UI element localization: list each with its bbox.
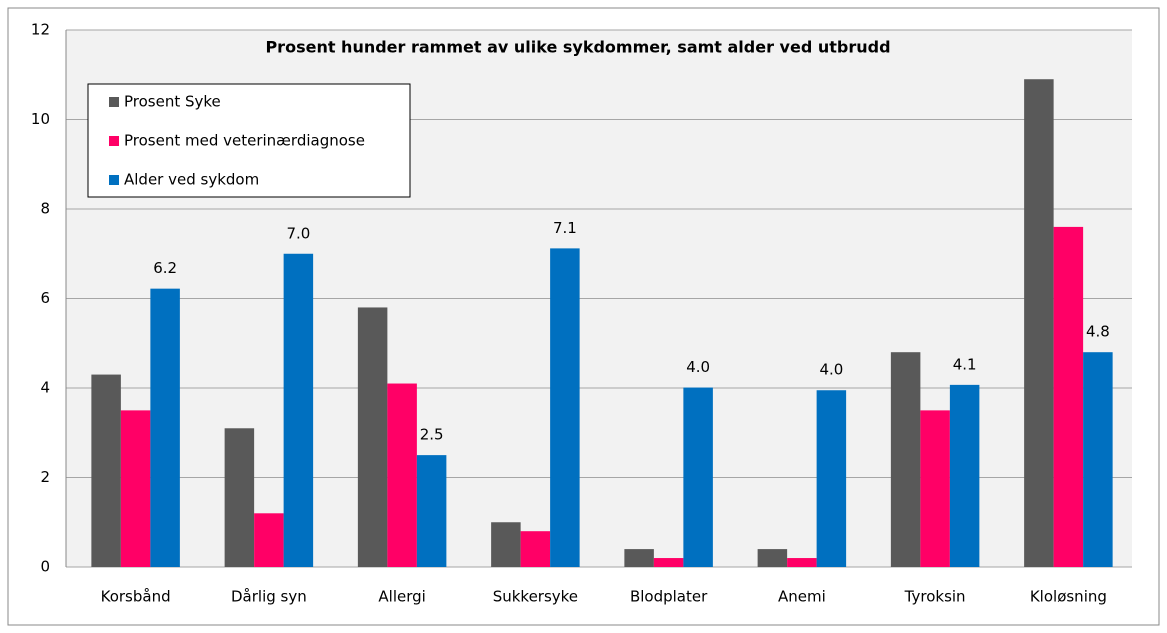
bar bbox=[491, 522, 521, 567]
bar bbox=[416, 455, 447, 567]
x-tick-label: Dårlig syn bbox=[231, 588, 307, 606]
bar bbox=[949, 384, 980, 567]
bar bbox=[624, 549, 654, 567]
x-tick-label: Blodplater bbox=[630, 588, 708, 606]
bar bbox=[254, 513, 284, 567]
legend-swatch bbox=[109, 97, 119, 107]
bar bbox=[757, 549, 788, 567]
data-label: 4.1 bbox=[953, 355, 977, 373]
legend-label: Prosent med veterinærdiagnose bbox=[124, 132, 365, 150]
legend-swatch bbox=[109, 175, 119, 185]
bar bbox=[550, 248, 580, 567]
bar bbox=[150, 288, 180, 567]
legend-swatch bbox=[109, 136, 119, 146]
bar bbox=[1083, 352, 1113, 567]
legend-box bbox=[87, 83, 411, 198]
x-tick-label: Tyroksin bbox=[904, 588, 966, 606]
y-tick-label: 6 bbox=[40, 289, 50, 307]
bar bbox=[816, 390, 847, 567]
data-label: 4.0 bbox=[686, 358, 710, 376]
bar bbox=[120, 410, 151, 567]
bar bbox=[890, 352, 921, 567]
bar bbox=[1053, 226, 1084, 567]
data-label: 7.0 bbox=[286, 224, 310, 242]
data-label: 2.5 bbox=[420, 426, 444, 444]
bar bbox=[787, 558, 817, 567]
y-tick-label: 10 bbox=[31, 110, 50, 128]
bar bbox=[224, 428, 255, 567]
y-tick-label: 8 bbox=[40, 200, 50, 218]
data-label: 4.8 bbox=[1086, 323, 1110, 341]
bar bbox=[920, 410, 950, 567]
x-tick-label: Anemi bbox=[778, 588, 826, 606]
bar bbox=[387, 383, 417, 567]
y-tick-label: 4 bbox=[40, 379, 50, 397]
bar bbox=[1024, 79, 1054, 567]
bar bbox=[520, 531, 551, 567]
chart-title: Prosent hunder rammet av ulike sykdommer… bbox=[265, 38, 890, 57]
x-tick-label: Kloløsning bbox=[1030, 588, 1107, 606]
y-tick-label: 2 bbox=[40, 468, 50, 486]
bar bbox=[653, 558, 684, 567]
x-tick-label: Korsbånd bbox=[101, 588, 171, 606]
x-tick-label: Sukkersyke bbox=[493, 588, 578, 606]
bar bbox=[357, 307, 388, 567]
y-tick-label: 0 bbox=[40, 558, 50, 576]
y-tick-label: 12 bbox=[31, 21, 50, 39]
legend-label: Prosent Syke bbox=[124, 93, 221, 111]
legend-label: Alder ved sykdom bbox=[124, 171, 259, 189]
bar bbox=[683, 387, 713, 567]
bar bbox=[91, 374, 121, 567]
data-label: 4.0 bbox=[819, 361, 843, 379]
data-label: 7.1 bbox=[553, 219, 577, 237]
data-label: 6.2 bbox=[153, 259, 177, 277]
x-tick-label: Allergi bbox=[378, 588, 425, 606]
bar bbox=[283, 253, 314, 567]
